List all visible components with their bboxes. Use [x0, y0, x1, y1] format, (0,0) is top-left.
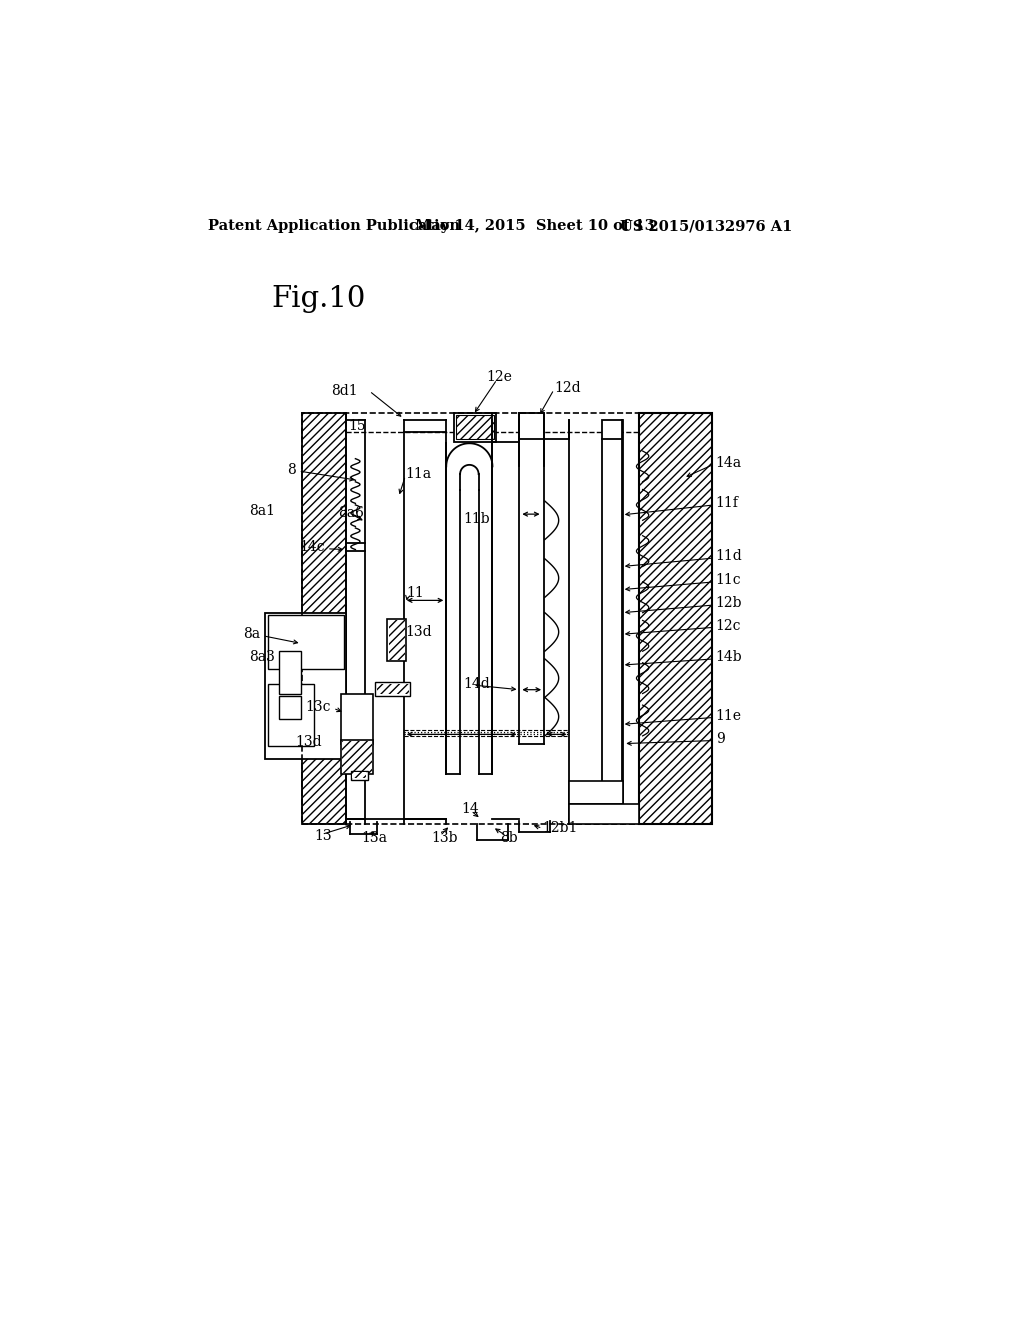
Text: 14c: 14c [299, 540, 325, 554]
Bar [366, 420, 403, 825]
Text: US 2015/0132976 A1: US 2015/0132976 A1 [620, 219, 792, 234]
Text: 12e: 12e [486, 370, 512, 384]
Bar [387, 619, 407, 661]
Bar [569, 420, 624, 825]
Text: 12d: 12d [554, 381, 581, 395]
Bar [352, 772, 367, 779]
Text: 12b: 12b [716, 597, 742, 610]
Text: 11f: 11f [716, 496, 738, 511]
Text: 8b: 8b [500, 830, 518, 845]
Text: 8a1: 8a1 [249, 504, 275, 517]
Bar [280, 696, 301, 719]
Text: 11d: 11d [716, 549, 742, 564]
Bar [446, 444, 493, 775]
Bar [267, 615, 344, 669]
Text: 8a: 8a [243, 627, 260, 642]
Text: Patent Application Publication: Patent Application Publication [208, 219, 460, 234]
Text: 11a: 11a [406, 467, 431, 480]
Text: 13d: 13d [406, 624, 432, 639]
Text: 11: 11 [407, 586, 424, 601]
Text: 8d1: 8d1 [331, 384, 357, 397]
Bar [341, 739, 373, 775]
Bar [519, 412, 544, 440]
Text: May 14, 2015  Sheet 10 of 13: May 14, 2015 Sheet 10 of 13 [416, 219, 655, 234]
Text: 11e: 11e [716, 709, 741, 723]
Text: 14: 14 [462, 803, 479, 816]
Text: 13a: 13a [361, 830, 387, 845]
Text: 8: 8 [288, 463, 296, 478]
Text: 13b: 13b [431, 830, 458, 845]
Text: 14a: 14a [716, 455, 741, 470]
Bar [301, 413, 712, 825]
Bar [569, 420, 624, 825]
Bar [569, 780, 624, 804]
Text: 14b: 14b [716, 651, 742, 664]
Bar [366, 420, 403, 825]
Text: 11c: 11c [716, 573, 741, 587]
Bar [493, 440, 519, 775]
Text: 11b: 11b [463, 512, 489, 525]
Bar [267, 684, 313, 746]
Text: 15: 15 [348, 420, 367, 433]
Bar [280, 651, 301, 693]
Text: 13: 13 [313, 829, 332, 843]
Text: 12b1: 12b1 [543, 821, 578, 836]
Text: 13d: 13d [295, 735, 322, 748]
Text: 9: 9 [716, 733, 725, 746]
Text: 8a6: 8a6 [339, 506, 365, 520]
Bar [341, 693, 373, 743]
Bar [457, 414, 494, 440]
Text: 13c: 13c [305, 700, 331, 714]
Text: 12c: 12c [716, 619, 741, 632]
Bar [376, 682, 410, 696]
Text: 8a3: 8a3 [250, 651, 275, 664]
Bar [351, 771, 368, 780]
Bar [602, 420, 622, 440]
Text: 14d: 14d [463, 677, 489, 690]
Bar [377, 684, 409, 694]
Bar [569, 804, 639, 825]
Bar [301, 413, 346, 825]
Bar [342, 742, 372, 774]
Bar [388, 620, 404, 660]
Bar [454, 412, 497, 442]
Text: Fig.10: Fig.10 [271, 285, 366, 313]
Bar [265, 612, 346, 759]
Bar [639, 413, 712, 825]
